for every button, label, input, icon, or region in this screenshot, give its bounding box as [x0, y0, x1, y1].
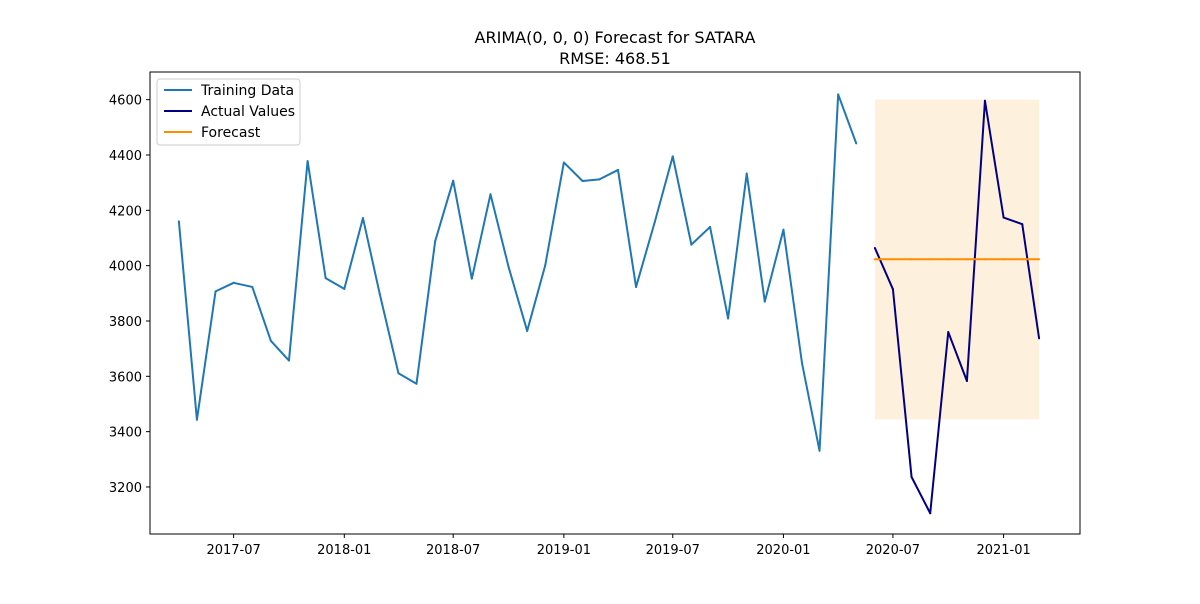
- series-layer: [177, 93, 1041, 515]
- y-tick-label-1: 3400: [109, 426, 142, 441]
- data-point-training-data-33: [782, 228, 785, 231]
- data-point-actual-values-9: [1038, 337, 1041, 340]
- data-point-actual-values-4: [947, 331, 950, 334]
- data-point-training-data-23: [598, 178, 601, 181]
- x-tick-label-6: 2020-07: [866, 543, 920, 558]
- data-point-training-data-32: [763, 300, 766, 303]
- data-point-training-data-29: [709, 225, 712, 228]
- data-point-training-data-8: [324, 277, 327, 280]
- data-point-forecast-2: [910, 258, 913, 261]
- data-point-training-data-4: [251, 285, 254, 288]
- data-point-training-data-2: [214, 290, 217, 293]
- data-point-training-data-27: [671, 155, 674, 158]
- data-point-training-data-0: [177, 220, 180, 223]
- x-axis-ticks: 2017-07 2018-01 2018-07 2019-01 2019-07 2020-…: [206, 534, 1031, 558]
- y-tick-label-5: 4200: [109, 204, 142, 219]
- data-point-training-data-21: [562, 161, 565, 164]
- data-point-actual-values-0: [873, 246, 876, 249]
- legend-label-training: Training Data: [200, 83, 294, 99]
- x-tick-label-4: 2019-07: [646, 543, 700, 558]
- data-point-training-data-14: [434, 240, 437, 243]
- data-point-training-data-12: [397, 372, 400, 375]
- data-point-training-data-16: [470, 277, 473, 280]
- data-point-training-data-17: [489, 193, 492, 196]
- legend-label-forecast: Forecast: [201, 125, 261, 141]
- x-tick-label-7: 2021-01: [976, 543, 1030, 558]
- data-point-training-data-5: [269, 339, 272, 342]
- y-tick-label-3: 3800: [109, 315, 142, 330]
- data-point-actual-values-6: [983, 99, 986, 102]
- data-point-forecast-9: [1038, 258, 1041, 261]
- data-point-training-data-7: [306, 160, 309, 163]
- data-point-training-data-22: [581, 179, 584, 182]
- data-point-actual-values-2: [910, 476, 913, 479]
- data-point-training-data-28: [690, 243, 693, 246]
- data-point-training-data-11: [378, 293, 381, 296]
- data-point-training-data-26: [653, 221, 656, 224]
- data-point-actual-values-1: [891, 288, 894, 291]
- data-point-training-data-10: [361, 217, 364, 220]
- x-tick-label-3: 2019-01: [537, 543, 591, 558]
- data-point-training-data-31: [745, 172, 748, 175]
- data-point-training-data-6: [287, 359, 290, 362]
- y-tick-label-4: 4000: [109, 260, 142, 275]
- data-point-training-data-24: [617, 168, 620, 171]
- series-line-actual-values: [873, 99, 1041, 515]
- data-point-actual-values-7: [1002, 216, 1005, 219]
- data-point-forecast-1: [891, 258, 894, 261]
- x-tick-label-1: 2018-01: [317, 543, 371, 558]
- data-point-forecast-5: [965, 258, 968, 261]
- data-point-training-data-19: [526, 329, 529, 332]
- data-point-actual-values-8: [1021, 223, 1024, 226]
- y-tick-label-0: 3200: [109, 481, 142, 496]
- x-tick-label-5: 2020-01: [756, 543, 810, 558]
- data-point-training-data-30: [727, 317, 730, 320]
- legend-label-actual: Actual Values: [201, 104, 295, 120]
- data-point-training-data-15: [452, 179, 455, 182]
- data-point-training-data-35: [818, 449, 821, 452]
- data-point-training-data-36: [837, 93, 840, 96]
- x-tick-label-2: 2018-07: [426, 543, 480, 558]
- data-point-training-data-1: [195, 418, 198, 421]
- data-point-actual-values-5: [965, 380, 968, 383]
- data-point-training-data-18: [507, 265, 510, 268]
- chart-title: ARIMA(0, 0, 0) Forecast for SATARA: [475, 28, 756, 47]
- y-tick-label-6: 4400: [109, 149, 142, 164]
- data-point-training-data-13: [415, 382, 418, 385]
- legend: Training Data Actual Values Forecast: [156, 78, 301, 146]
- data-point-forecast-3: [929, 258, 932, 261]
- data-point-training-data-34: [801, 362, 804, 365]
- data-point-training-data-9: [343, 287, 346, 290]
- data-point-training-data-3: [232, 281, 235, 284]
- y-tick-label-2: 3600: [109, 370, 142, 385]
- data-point-forecast-7: [1002, 258, 1005, 261]
- legend-box: [156, 78, 301, 146]
- series-line-training-data: [177, 93, 858, 452]
- data-point-actual-values-3: [929, 512, 932, 515]
- data-point-forecast-8: [1021, 258, 1024, 261]
- data-point-training-data-25: [635, 285, 638, 288]
- y-axis-ticks: 3200 3400 3600 3800 4000 4200 4400 4600: [109, 94, 150, 496]
- plot-frame: [149, 71, 1081, 535]
- data-point-training-data-20: [544, 264, 547, 267]
- x-tick-label-0: 2017-07: [206, 543, 260, 558]
- chart-subtitle: RMSE: 468.51: [559, 49, 671, 68]
- data-point-training-data-37: [855, 142, 858, 145]
- y-tick-label-7: 4600: [109, 94, 142, 109]
- data-point-forecast-6: [983, 258, 986, 261]
- data-point-forecast-0: [873, 258, 876, 261]
- data-point-forecast-4: [947, 258, 950, 261]
